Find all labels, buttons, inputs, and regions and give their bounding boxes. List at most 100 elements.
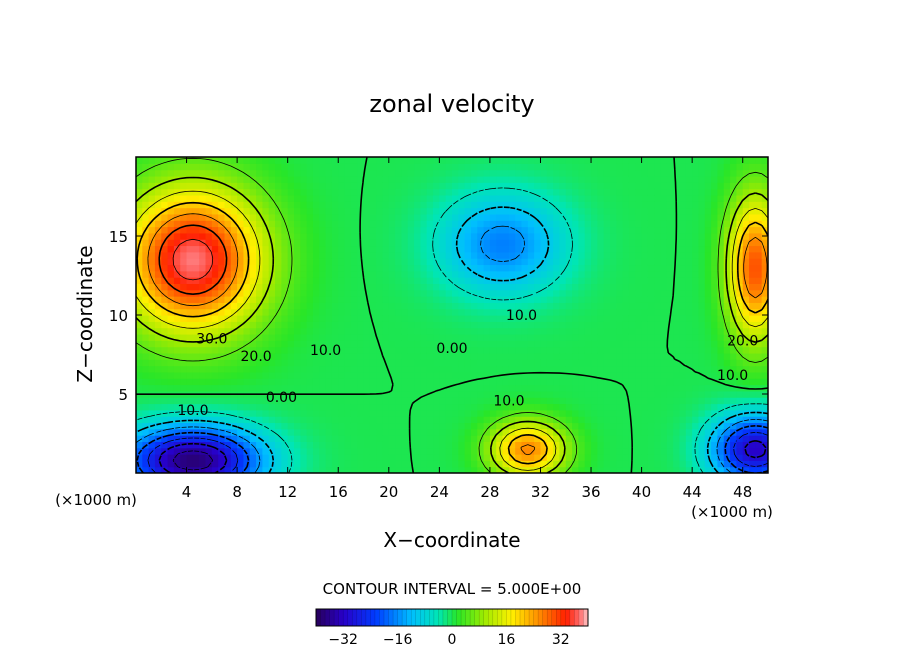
heatmap-cell: [180, 384, 188, 392]
heatmap-cell: [205, 403, 213, 411]
heatmap-cell: [679, 352, 687, 360]
heatmap-cell: [142, 435, 150, 442]
heatmap-cell: [616, 302, 624, 310]
heatmap-cell: [755, 340, 763, 348]
heatmap-cell: [249, 157, 257, 164]
heatmap-cell: [369, 435, 377, 442]
heatmap-cell: [673, 428, 681, 436]
heatmap-cell: [635, 239, 643, 247]
heatmap-cell: [300, 352, 308, 360]
heatmap-cell: [433, 352, 440, 360]
heatmap-cell: [186, 403, 194, 411]
heatmap-cell: [275, 232, 282, 240]
heatmap-cell: [452, 321, 459, 329]
heatmap-cell: [344, 302, 352, 310]
heatmap-cell: [565, 213, 573, 221]
heatmap-cell: [521, 346, 529, 354]
heatmap-cell: [300, 441, 308, 449]
heatmap-cell: [249, 182, 257, 190]
heatmap-cell: [154, 201, 162, 209]
heatmap-cell: [591, 346, 598, 354]
heatmap-cell: [275, 371, 282, 379]
heatmap-cell: [540, 289, 548, 297]
heatmap-cell: [331, 175, 339, 183]
heatmap-cell: [736, 270, 744, 278]
heatmap-cell: [679, 365, 687, 373]
heatmap-cell: [616, 251, 624, 259]
heatmap-cell: [730, 397, 737, 405]
heatmap-cell: [635, 359, 643, 367]
heatmap-cell: [230, 277, 238, 284]
heatmap-cell: [420, 213, 428, 221]
heatmap-cell: [711, 416, 719, 424]
heatmap-cell: [294, 397, 301, 405]
heatmap-cell: [666, 422, 674, 430]
heatmap-cell: [287, 163, 295, 171]
heatmap-cell: [591, 302, 598, 310]
heatmap-cell: [515, 435, 523, 442]
heatmap-cell: [553, 182, 561, 190]
heatmap-cell: [496, 251, 504, 259]
heatmap-cell: [369, 283, 377, 291]
heatmap-cell: [414, 245, 421, 253]
heatmap-cell: [559, 466, 567, 473]
heatmap-cell: [527, 182, 535, 190]
heatmap-cell: [325, 315, 333, 322]
heatmap-cell: [553, 435, 561, 442]
heatmap-cell: [641, 182, 649, 190]
heatmap-cell: [414, 352, 421, 360]
heatmap-cell: [148, 270, 156, 278]
heatmap-cell: [515, 397, 523, 405]
heatmap-cell: [534, 289, 542, 297]
heatmap-cell: [540, 226, 548, 234]
heatmap-cell: [635, 384, 643, 392]
heatmap-cell: [521, 163, 529, 171]
heatmap-cell: [464, 384, 472, 392]
heatmap-cell: [546, 327, 554, 335]
heatmap-cell: [357, 175, 365, 183]
heatmap-cell: [420, 264, 428, 272]
heatmap-cell: [249, 371, 257, 379]
heatmap-cell: [755, 270, 763, 278]
heatmap-cell: [414, 220, 421, 228]
heatmap-cell: [395, 422, 403, 430]
heatmap-cell: [243, 384, 251, 392]
heatmap-cell: [148, 163, 156, 171]
heatmap-cell: [628, 384, 636, 392]
heatmap-cell: [237, 371, 245, 379]
heatmap-cell: [325, 321, 333, 329]
heatmap-cell: [685, 163, 693, 171]
heatmap-cell: [452, 460, 459, 468]
heatmap-cell: [294, 365, 301, 373]
heatmap-cell: [306, 333, 314, 341]
heatmap-cell: [224, 258, 232, 266]
heatmap-cell: [711, 302, 719, 310]
heatmap-cell: [723, 435, 731, 442]
heatmap-cell: [306, 416, 314, 424]
heatmap-cell: [205, 416, 213, 424]
heatmap-cell: [180, 270, 188, 278]
heatmap-cell: [692, 333, 700, 341]
heatmap-cell: [388, 409, 396, 417]
heatmap-cell: [489, 371, 497, 379]
heatmap-cell: [679, 207, 687, 215]
heatmap-cell: [154, 441, 162, 449]
heatmap-cell: [641, 277, 649, 284]
heatmap-cell: [685, 403, 693, 411]
heatmap-cell: [749, 340, 756, 348]
heatmap-cell: [192, 346, 200, 354]
heatmap-cell: [180, 258, 188, 266]
heatmap-cell: [508, 466, 516, 473]
heatmap-cell: [730, 201, 737, 209]
heatmap-cell: [452, 384, 459, 392]
heatmap-cell: [470, 315, 478, 322]
heatmap-cell: [534, 352, 542, 360]
heatmap-cell: [401, 447, 409, 455]
heatmap-cell: [369, 346, 377, 354]
heatmap-cell: [546, 251, 554, 259]
heatmap-cell: [742, 346, 750, 354]
heatmap-cell: [685, 315, 693, 322]
heatmap-cell: [376, 466, 384, 473]
heatmap-cell: [433, 315, 440, 322]
heatmap-cell: [597, 258, 605, 266]
